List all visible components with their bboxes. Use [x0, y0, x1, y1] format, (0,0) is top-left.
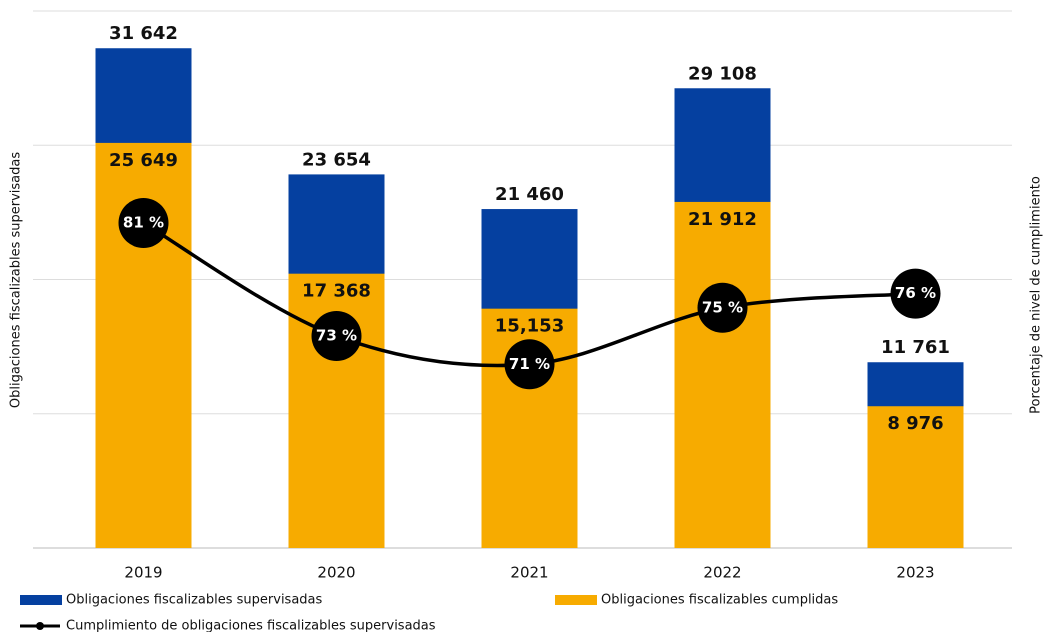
legend-swatch — [36, 622, 44, 630]
point-label: 75 % — [702, 298, 743, 316]
legend-label: Cumplimiento de obligaciones fiscalizabl… — [66, 619, 436, 632]
line-point — [697, 282, 748, 333]
y-axis-label: Obligaciones fiscalizables supervisadas — [9, 152, 24, 409]
x-tick-label: 2022 — [703, 564, 741, 582]
value-label: 31 642 — [109, 23, 178, 44]
bar — [674, 201, 771, 548]
value-label: 29 108 — [688, 63, 757, 84]
point-label: 81 % — [123, 213, 164, 231]
line-point — [890, 268, 941, 319]
value-label: 17 368 — [302, 281, 371, 302]
line-point — [311, 311, 362, 362]
point-label: 71 % — [509, 355, 550, 373]
value-label: 21 460 — [495, 184, 564, 205]
x-tick-label: 2020 — [317, 564, 355, 582]
x-tick-label: 2019 — [124, 564, 162, 582]
value-label: 25 649 — [109, 150, 178, 171]
bar — [867, 406, 964, 548]
value-label: 8 976 — [887, 413, 943, 434]
legend-label: Obligaciones fiscalizables cumplidas — [601, 593, 838, 608]
line-point — [504, 339, 555, 390]
point-label: 76 % — [895, 284, 936, 302]
value-label: 11 761 — [881, 337, 950, 358]
legend-swatch — [20, 595, 62, 605]
legend-label: Obligaciones fiscalizables supervisadas — [66, 593, 323, 608]
value-label: 21 912 — [688, 209, 757, 230]
legend-swatch — [555, 595, 597, 605]
value-label: 23 654 — [302, 149, 371, 170]
line-point — [118, 197, 169, 248]
y2-axis-label: Porcentaje de nivel de cumplimiento — [1029, 176, 1044, 414]
x-tick-label: 2021 — [510, 564, 548, 582]
point-label: 73 % — [316, 327, 357, 345]
value-label: 15,153 — [495, 316, 564, 337]
x-tick-label: 2023 — [896, 564, 934, 582]
